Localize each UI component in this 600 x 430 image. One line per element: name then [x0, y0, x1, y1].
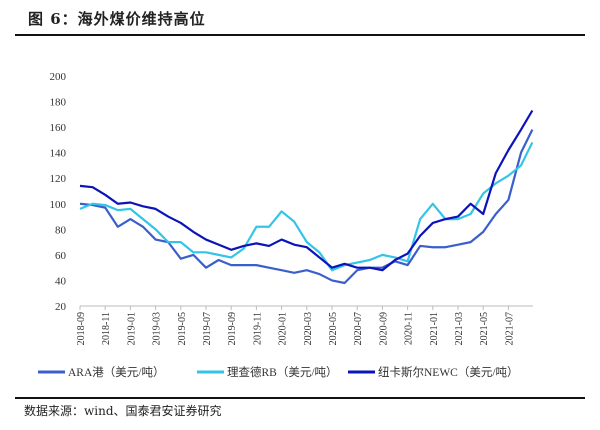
legend-label-0: ARA港（美元/吨） — [68, 365, 164, 379]
series-line-1 — [79, 141, 534, 272]
x-tick-label: 2019-03 — [152, 312, 163, 345]
x-tick-label: 2021-03 — [454, 312, 465, 345]
y-tick-label: 200 — [50, 71, 67, 83]
x-tick-label: 2020-03 — [303, 312, 314, 345]
x-tick-label: 2018-09 — [76, 312, 87, 345]
x-tick-label: 2020-05 — [328, 312, 339, 345]
y-tick-label: 180 — [50, 97, 67, 109]
source-rule — [15, 397, 585, 399]
x-tick-label: 2019-05 — [177, 312, 188, 345]
series-line-0 — [79, 129, 534, 285]
x-tick-label: 2021-07 — [504, 312, 515, 345]
x-tick-label: 2019-11 — [252, 312, 263, 345]
x-tick-label: 2019-07 — [202, 312, 213, 345]
series-line-2 — [79, 109, 534, 272]
y-tick-label: 40 — [55, 275, 67, 287]
x-tick-label: 2020-09 — [378, 312, 389, 345]
y-tick-label: 80 — [55, 224, 67, 236]
x-tick-label: 2018-11 — [101, 312, 112, 345]
x-tick-label: 2020-11 — [404, 312, 415, 345]
x-tick-label: 2020-07 — [353, 312, 364, 345]
legend-label-2: 纽卡斯尔NEWC（美元/吨） — [378, 365, 519, 379]
y-tick-label: 160 — [50, 122, 67, 134]
source-note: 数据来源：wind、国泰君安证券研究 — [24, 404, 222, 418]
x-tick-label: 2021-01 — [429, 312, 440, 345]
y-tick-label: 20 — [55, 301, 67, 313]
figure-title: 图 6：海外煤价维持高位 — [28, 10, 206, 28]
y-tick-label: 120 — [50, 173, 67, 185]
legend-label-1: 理查德RB（美元/吨） — [227, 365, 338, 379]
title-rule — [15, 34, 585, 36]
y-tick-label: 140 — [50, 148, 67, 160]
y-tick-label: 100 — [50, 199, 67, 211]
x-tick-label: 2019-01 — [126, 312, 137, 345]
x-tick-label: 2020-01 — [278, 312, 289, 345]
x-tick-label: 2021-05 — [479, 312, 490, 345]
x-tick-label: 2019-09 — [227, 312, 238, 345]
y-tick-label: 60 — [55, 250, 67, 262]
